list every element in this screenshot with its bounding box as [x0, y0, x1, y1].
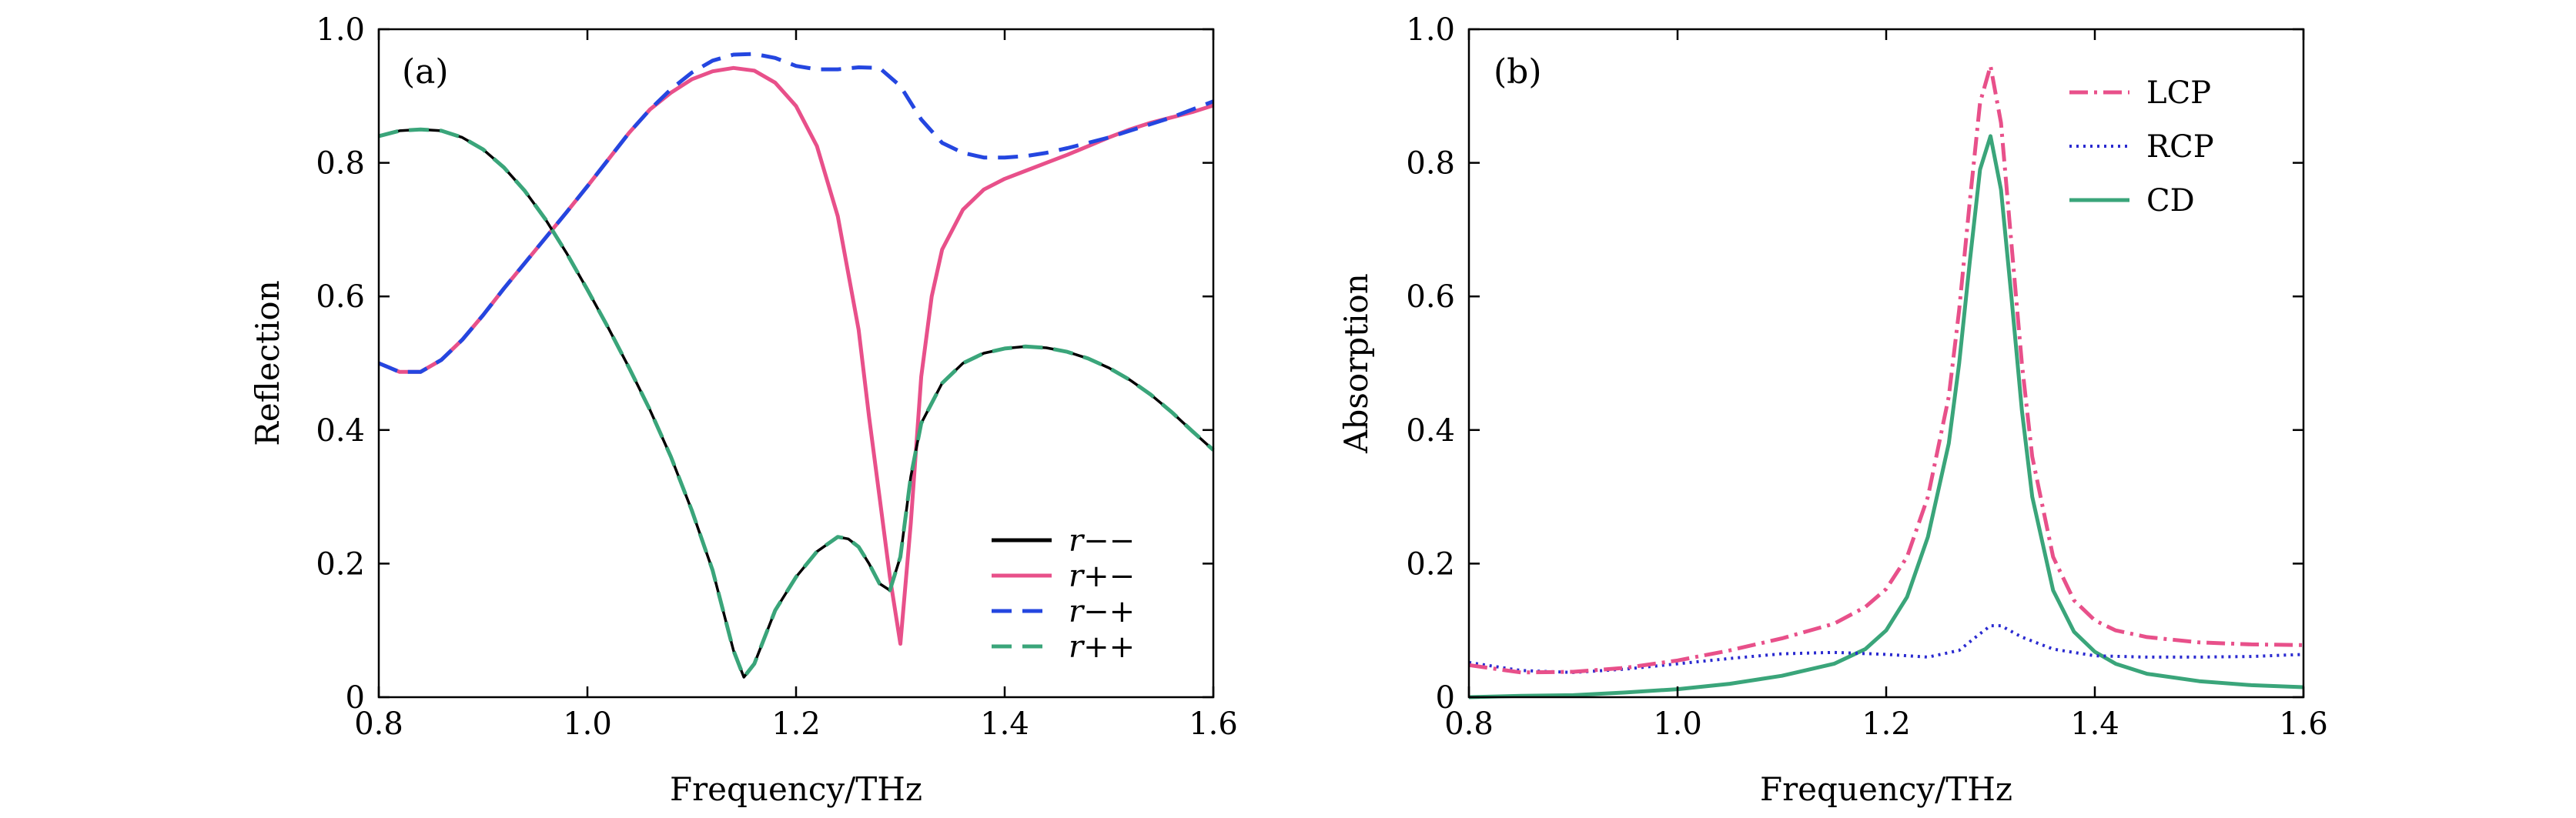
panel-a-xlabel: Frequency/THz — [670, 770, 922, 808]
panel-b-ticks: 0.8 1.0 1.2 1.4 1.6 0 0.2 0.4 0.6 0.8 1.0 — [1406, 12, 2327, 742]
x-tick-label: 1.0 — [1653, 706, 1702, 742]
series-line-CD — [1468, 134, 2304, 699]
x-tick-label: 1.6 — [1189, 706, 1238, 742]
y-tick-label: 0.4 — [316, 413, 365, 449]
panel-b-label: (b) — [1494, 52, 1542, 92]
y-tick-label: 1.0 — [1406, 12, 1455, 48]
y-tick-label: 0.4 — [1406, 413, 1455, 449]
series-line-r−+ — [378, 52, 1214, 374]
y-tick-label: 0.6 — [1406, 279, 1455, 315]
legend-label: CD — [2146, 183, 2195, 219]
x-tick-label: 1.4 — [2070, 706, 2119, 742]
series-line-r++ — [378, 127, 1215, 679]
series-line-r+− — [378, 65, 1214, 646]
legend-label: r−− — [1069, 523, 1135, 559]
y-tick-label: 1.0 — [316, 12, 365, 48]
panel-a-label: (a) — [402, 52, 449, 92]
legend-label: r+− — [1069, 559, 1135, 594]
x-tick-label: 1.2 — [771, 706, 821, 742]
y-tick-label: 0.8 — [316, 146, 365, 182]
panel-a-ticks: 0.8 1.0 1.2 1.4 1.6 0 0.2 0.4 0.6 0.8 1.0 — [316, 12, 1237, 742]
legend-label: LCP — [2146, 75, 2211, 111]
panel-a-reflection: 0.8 1.0 1.2 1.4 1.6 0 0.2 0.4 0.6 0.8 1.0 (a) Freq… — [249, 12, 1238, 808]
legend-label: RCP — [2146, 129, 2214, 165]
panel-b-absorption: 0.8 1.0 1.2 1.4 1.6 0 0.2 0.4 0.6 0.8 1.0 (b) Freq… — [1337, 12, 2328, 808]
x-tick-label: 1.2 — [1862, 706, 1911, 742]
x-tick-label: 1.0 — [563, 706, 612, 742]
y-tick-label: 0.6 — [316, 279, 365, 315]
y-tick-label: 0.2 — [316, 546, 365, 582]
x-tick-label: 1.4 — [980, 706, 1029, 742]
panel-b-ylabel: Absorption — [1337, 273, 1375, 454]
y-tick-label: 0 — [346, 680, 365, 716]
panel-a-ylabel: Reflection — [249, 280, 286, 446]
legend-label: r−+ — [1069, 594, 1135, 629]
series-line-RCP — [1468, 624, 2304, 674]
panel-a-legend: r−−r+−r−+r++ — [992, 523, 1135, 665]
y-tick-label: 0 — [1436, 680, 1455, 716]
panel-a-lines — [378, 52, 1215, 679]
panel-b-lines — [1468, 64, 2304, 699]
panel-b-xlabel: Frequency/THz — [1760, 770, 2012, 808]
x-tick-label: 1.6 — [2279, 706, 2328, 742]
x-tick-label: 0.8 — [1444, 706, 1494, 742]
y-tick-label: 0.8 — [1406, 146, 1455, 182]
series-line-LCP — [1468, 64, 2304, 675]
y-tick-label: 0.2 — [1406, 546, 1455, 582]
x-tick-label: 0.8 — [354, 706, 403, 742]
panel-b-legend: LCP RCP CD — [2069, 75, 2214, 219]
legend-label: r++ — [1069, 629, 1135, 665]
